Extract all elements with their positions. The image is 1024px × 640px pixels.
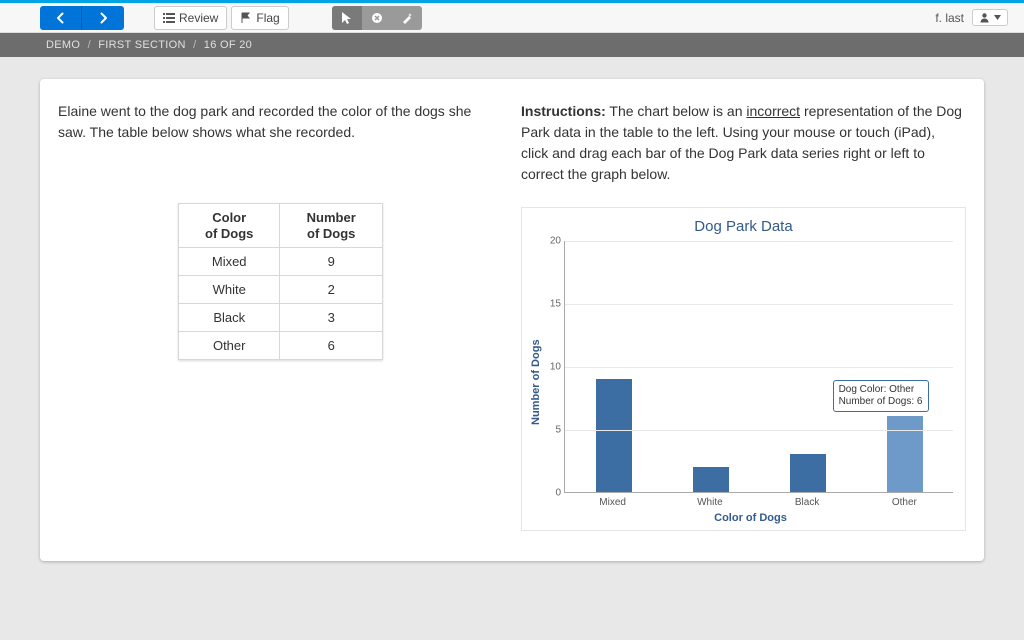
pointer-tool-button[interactable] — [332, 6, 362, 30]
review-button[interactable]: Review — [154, 6, 227, 30]
question-card: Elaine went to the dog park and recorded… — [40, 79, 984, 561]
cell-color: White — [179, 276, 280, 304]
erase-tool-button[interactable] — [362, 6, 392, 30]
crumb-0: DEMO — [46, 39, 80, 51]
toolbar: Review Flag f. last — [0, 3, 1024, 33]
y-axis-label: Number of Dogs — [528, 241, 542, 524]
gridline — [565, 304, 953, 305]
plot-area: Dog Color: OtherNumber of Dogs: 6 0 5 10 15… — [542, 241, 959, 524]
flag-icon — [240, 12, 252, 24]
xtick-label: Other — [886, 497, 922, 508]
col2-line1: Number — [307, 210, 356, 225]
chart-title: Dog Park Data — [528, 218, 959, 235]
flag-button[interactable]: Flag — [231, 6, 288, 30]
user-icon — [979, 12, 990, 23]
erase-icon — [371, 12, 383, 24]
next-button[interactable] — [82, 6, 124, 30]
bar-tooltip: Dog Color: OtherNumber of Dogs: 6 — [833, 380, 929, 412]
ytick-label: 10 — [543, 362, 561, 373]
caret-down-icon — [994, 15, 1001, 20]
gridline — [565, 241, 953, 242]
xtick-label: Black — [789, 497, 825, 508]
crumb-1: FIRST SECTION — [98, 39, 185, 51]
ytick-label: 0 — [543, 488, 561, 499]
tooltip-line1: Dog Color: Other — [839, 384, 923, 396]
crumb-sep: / — [88, 39, 95, 51]
dog-data-table: Color of Dogs Number of Dogs Mixed9White… — [178, 203, 383, 360]
chart-bar[interactable] — [887, 416, 923, 492]
table-row: Mixed9 — [179, 248, 383, 276]
table-header-color: Color of Dogs — [179, 204, 280, 248]
instr-p1: The chart below is an — [606, 103, 747, 119]
chart-bar[interactable] — [693, 467, 729, 492]
instructions-text: Instructions: The chart below is an inco… — [521, 101, 966, 185]
user-menu[interactable] — [972, 9, 1008, 26]
cell-color: Mixed — [179, 248, 280, 276]
table-row: White2 — [179, 276, 383, 304]
ytick-label: 15 — [543, 299, 561, 310]
table-header-number: Number of Dogs — [280, 204, 383, 248]
gridline — [565, 367, 953, 368]
user-name: f. last — [935, 11, 964, 25]
chart-container: Dog Park Data Number of Dogs Dog Color: … — [521, 207, 966, 531]
plot-inner: Dog Color: OtherNumber of Dogs: 6 051015… — [564, 241, 953, 493]
cursor-icon — [341, 11, 353, 25]
col1-line1: Color — [212, 210, 246, 225]
flag-label: Flag — [256, 11, 279, 25]
arrow-right-icon — [97, 12, 109, 24]
ytick-label: 5 — [543, 425, 561, 436]
xtick-row: Mixed White Black Other — [564, 497, 953, 508]
col2-line2: of Dogs — [307, 226, 355, 241]
arrow-left-icon — [55, 12, 67, 24]
nav-pair — [40, 6, 124, 30]
wand-icon — [401, 12, 413, 24]
x-axis-label: Color of Dogs — [542, 512, 959, 524]
col1-line2: of Dogs — [205, 226, 253, 241]
crumb-sep: / — [193, 39, 200, 51]
cell-number: 3 — [280, 304, 383, 332]
left-pane: Elaine went to the dog park and recorded… — [58, 101, 503, 531]
breadcrumb: DEMO / FIRST SECTION / 16 OF 20 — [0, 33, 1024, 57]
gridline — [565, 430, 953, 431]
instructions-label: Instructions: — [521, 103, 606, 119]
cell-number: 9 — [280, 248, 383, 276]
cell-number: 2 — [280, 276, 383, 304]
instr-underlined: incorrect — [746, 103, 800, 119]
crumb-2: 16 OF 20 — [204, 39, 252, 51]
xtick-label: Mixed — [595, 497, 631, 508]
tooltip-line2: Number of Dogs: 6 — [839, 396, 923, 408]
wand-tool-button[interactable] — [392, 6, 422, 30]
xtick-label: White — [692, 497, 728, 508]
right-pane: Instructions: The chart below is an inco… — [521, 101, 966, 531]
chart-bar[interactable] — [596, 379, 632, 492]
question-prompt: Elaine went to the dog park and recorded… — [58, 101, 503, 143]
cell-color: Other — [179, 332, 280, 360]
tool-mode-group — [332, 6, 422, 30]
cell-number: 6 — [280, 332, 383, 360]
chart-bar[interactable] — [790, 454, 826, 492]
ytick-label: 20 — [543, 236, 561, 247]
user-area: f. last — [935, 9, 1008, 26]
prev-button[interactable] — [40, 6, 82, 30]
review-label: Review — [179, 11, 218, 25]
cell-color: Black — [179, 304, 280, 332]
table-row: Black3 — [179, 304, 383, 332]
table-row: Other6 — [179, 332, 383, 360]
list-icon — [163, 13, 175, 23]
